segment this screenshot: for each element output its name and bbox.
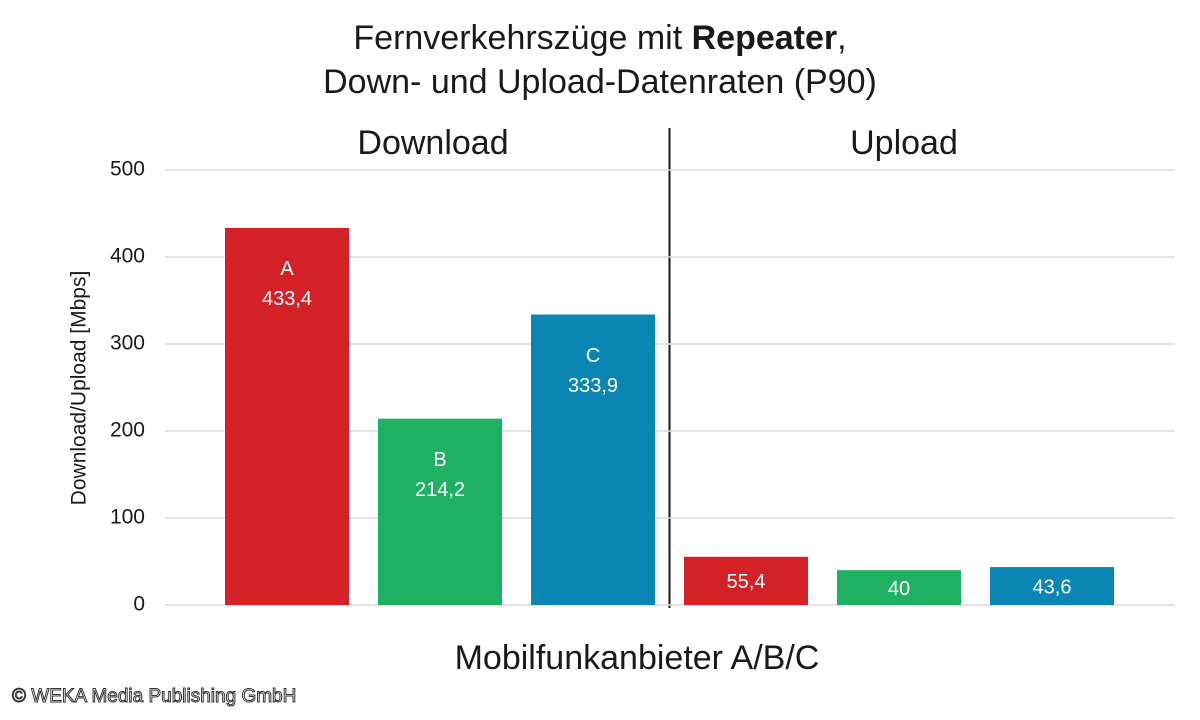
value-label: 433,4 xyxy=(262,288,312,310)
category-label: Upload xyxy=(850,124,958,162)
bar-name-label: C xyxy=(586,345,600,367)
bar xyxy=(684,556,808,605)
bar xyxy=(990,567,1114,605)
title-bold: Repeater xyxy=(692,19,838,57)
chart-subtitle: Down- und Upload-Datenraten (P90) xyxy=(323,63,877,101)
y-tick-label: 0 xyxy=(133,593,145,616)
bar xyxy=(225,227,349,605)
chart-title: Fernverkehrszüge mit Repeater, xyxy=(353,19,846,57)
x-axis-label: Mobilfunkanbieter A/B/C xyxy=(455,639,820,677)
value-label: 40 xyxy=(888,578,910,600)
y-tick-label: 500 xyxy=(110,158,145,181)
value-label: 55,4 xyxy=(727,571,766,593)
value-label: 43,6 xyxy=(1033,576,1072,598)
bar xyxy=(378,418,502,605)
bar-name-label: B xyxy=(433,449,446,471)
footer: © WEKA Media Publishing GmbH xyxy=(12,686,296,707)
bar xyxy=(531,314,655,605)
y-tick-label: 300 xyxy=(110,332,145,355)
y-tick-label: 400 xyxy=(110,245,145,268)
category-label: Download xyxy=(357,124,508,162)
bar-name-label: A xyxy=(280,258,294,280)
bar xyxy=(837,570,961,605)
y-tick-label: 100 xyxy=(110,506,145,529)
y-axis-label: Download/Upload [Mbps] xyxy=(68,271,91,506)
y-tick-label: 200 xyxy=(110,419,145,442)
value-label: 214,2 xyxy=(415,479,465,501)
value-label: 333,9 xyxy=(568,375,618,397)
